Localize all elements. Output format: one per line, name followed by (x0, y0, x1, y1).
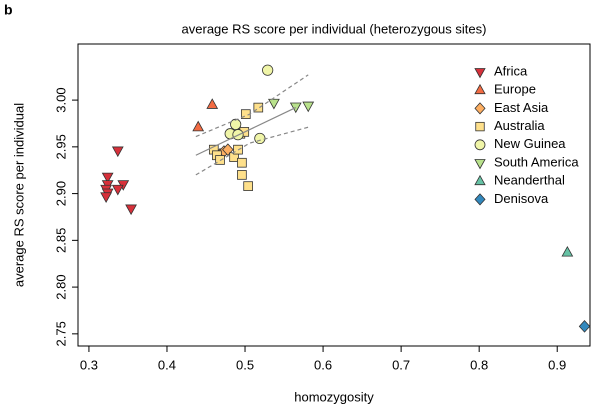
x-tick-label: 0.7 (392, 357, 410, 372)
legend-label: Denisova (494, 191, 549, 206)
legend-marker (474, 139, 486, 151)
chart-title: average RS score per individual (heteroz… (182, 21, 487, 36)
y-tick-label: 2.90 (53, 181, 68, 206)
point (111, 146, 124, 158)
y-tick-label: 2.75 (53, 321, 68, 346)
legend-label: Australia (494, 118, 545, 133)
legend-label: East Asia (494, 100, 549, 115)
point (262, 64, 274, 76)
legend-marker (474, 193, 486, 206)
x-tick-label: 0.3 (80, 357, 98, 372)
x-axis-label: homozygosity (294, 389, 374, 404)
plot-frame (77, 43, 591, 347)
point (230, 118, 242, 131)
legend-marker (474, 83, 486, 95)
y-tick-label: 2.95 (53, 134, 68, 159)
point (237, 157, 247, 168)
point (254, 132, 266, 145)
legend-label: Europe (494, 82, 536, 97)
point (237, 170, 247, 180)
point (253, 102, 264, 113)
legend-marker (474, 102, 486, 115)
point (125, 204, 137, 216)
legend-label: Neanderthal (494, 173, 565, 188)
point (111, 184, 124, 196)
point (268, 98, 280, 110)
x-tick-label: 0.4 (158, 357, 176, 372)
point (578, 320, 591, 333)
y-tick-label: 2.80 (53, 274, 68, 299)
y-tick-label: 2.85 (53, 228, 68, 253)
point (302, 101, 315, 113)
legend-marker (474, 174, 486, 186)
legend-label: South America (494, 154, 579, 169)
y-tick-label: 3.00 (53, 87, 68, 112)
fit-line (195, 107, 297, 156)
x-tick-label: 0.6 (314, 357, 332, 372)
point (192, 120, 205, 132)
legend-marker (475, 121, 485, 132)
legend-marker (474, 159, 486, 170)
x-tick-label: 0.8 (470, 357, 488, 372)
y-axis-label: average RS score per individual (11, 103, 26, 287)
point (101, 172, 114, 184)
point (206, 98, 219, 109)
x-tick-label: 0.9 (548, 357, 566, 372)
legend-label: New Guinea (494, 136, 566, 151)
legend-marker (474, 68, 486, 79)
point (561, 245, 574, 257)
legend-label: Africa (494, 63, 528, 78)
x-tick-label: 0.5 (236, 357, 254, 372)
point (100, 192, 112, 203)
ci-upper-line (195, 74, 309, 138)
point (243, 181, 253, 191)
panel-label: b (4, 2, 13, 18)
